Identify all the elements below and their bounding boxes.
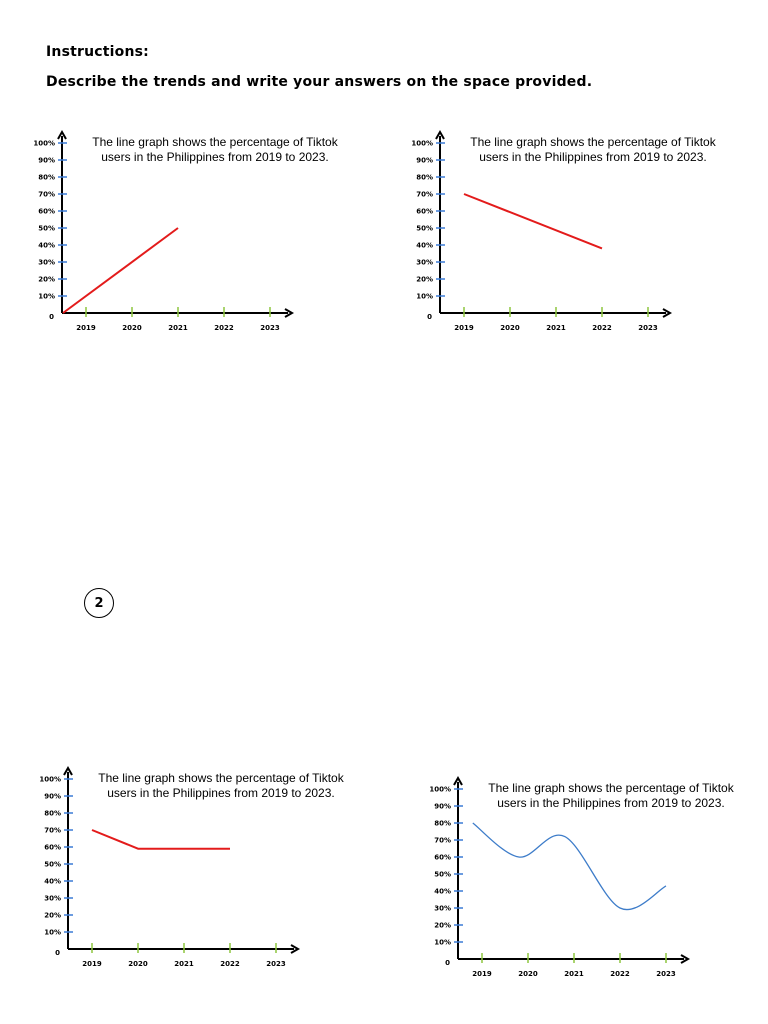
line-graph-3: 0 10% 20% 30% 40% 50% 60% 70% 80% 90% 100% 2019 2020… bbox=[36, 756, 376, 981]
y-tick-label: 90% bbox=[416, 157, 433, 165]
y-tick-label: 20% bbox=[434, 922, 451, 930]
y-tick-label: 40% bbox=[434, 888, 451, 896]
y-tick-label: 0 bbox=[445, 959, 450, 967]
y-axis-arrow bbox=[453, 775, 463, 786]
y-tick-label: 10% bbox=[38, 293, 55, 301]
x-axis-arrow bbox=[284, 308, 295, 318]
chart-caption-line: The line graph shows the percentage of T… bbox=[488, 781, 734, 795]
x-tick-label: 2021 bbox=[174, 960, 194, 968]
y-tick-label: 90% bbox=[38, 157, 55, 165]
y-tick-label: 30% bbox=[44, 895, 61, 903]
x-tick-label: 2021 bbox=[564, 970, 584, 978]
y-tick-label: 100% bbox=[33, 140, 55, 148]
x-tick-label: 2019 bbox=[454, 324, 474, 332]
x-tick-label: 2023 bbox=[656, 970, 676, 978]
chart-svg: 0 10% 20% 30% 40% 50% 60% 70% 80% 90% 100% 2019 2020… bbox=[411, 129, 717, 332]
y-tick-label: 30% bbox=[416, 259, 433, 267]
x-axis-arrow bbox=[290, 944, 301, 954]
y-tick-label: 90% bbox=[44, 793, 61, 801]
y-tick-label: 10% bbox=[44, 929, 61, 937]
instructions-heading: Instructions: bbox=[46, 44, 149, 60]
y-tick-label: 10% bbox=[416, 293, 433, 301]
x-tick-label: 2023 bbox=[260, 324, 280, 332]
chart-svg: 0 10% 20% 30% 40% 50% 60% 70% 80% 90% 100% 2019 2020… bbox=[429, 775, 735, 978]
y-tick-label: 50% bbox=[38, 225, 55, 233]
x-tick-label: 2021 bbox=[168, 324, 188, 332]
y-tick-label: 70% bbox=[38, 191, 55, 199]
x-tick-label: 2022 bbox=[214, 324, 234, 332]
x-tick-label: 2023 bbox=[266, 960, 286, 968]
y-axis-arrow bbox=[57, 129, 67, 140]
y-tick-label: 40% bbox=[38, 242, 55, 250]
x-axis-arrow bbox=[662, 308, 673, 318]
line-graph-1: 0 10% 20% 30% 40% 50% 60% 70% 80% 90% 100% 2019 2020… bbox=[30, 120, 370, 345]
x-tick-label: 2020 bbox=[518, 970, 538, 978]
chart-caption-line: The line graph shows the percentage of T… bbox=[98, 771, 344, 785]
y-tick-label: 70% bbox=[434, 837, 451, 845]
y-tick-label: 80% bbox=[44, 810, 61, 818]
y-tick-label: 80% bbox=[38, 174, 55, 182]
y-axis-arrow bbox=[63, 765, 73, 776]
x-tick-label: 2022 bbox=[610, 970, 630, 978]
y-tick-label: 20% bbox=[44, 912, 61, 920]
y-tick-label: 10% bbox=[434, 939, 451, 947]
x-tick-label: 2019 bbox=[76, 324, 96, 332]
x-tick-label: 2020 bbox=[122, 324, 142, 332]
y-tick-label: 50% bbox=[44, 861, 61, 869]
y-tick-label: 60% bbox=[44, 844, 61, 852]
y-tick-label: 100% bbox=[411, 140, 433, 148]
y-tick-label: 80% bbox=[434, 820, 451, 828]
y-tick-label: 90% bbox=[434, 803, 451, 811]
y-tick-label: 50% bbox=[416, 225, 433, 233]
x-tick-label: 2021 bbox=[546, 324, 566, 332]
x-tick-label: 2022 bbox=[592, 324, 612, 332]
x-tick-label: 2019 bbox=[82, 960, 102, 968]
series-line bbox=[62, 227, 179, 314]
y-tick-label: 40% bbox=[416, 242, 433, 250]
y-tick-label: 0 bbox=[55, 949, 60, 957]
y-tick-label: 100% bbox=[39, 776, 61, 784]
y-tick-label: 100% bbox=[429, 786, 451, 794]
y-tick-label: 60% bbox=[38, 208, 55, 216]
y-tick-label: 30% bbox=[434, 905, 451, 913]
series-line bbox=[472, 822, 667, 911]
chart-caption-line: users in the Philippines from 2019 to 20… bbox=[497, 796, 724, 810]
chart-caption-line: The line graph shows the percentage of T… bbox=[470, 135, 716, 149]
line-graph-2: 0 10% 20% 30% 40% 50% 60% 70% 80% 90% 100% 2019 2020… bbox=[408, 120, 748, 345]
y-axis-arrow bbox=[435, 129, 445, 140]
x-tick-label: 2022 bbox=[220, 960, 240, 968]
x-tick-label: 2019 bbox=[472, 970, 492, 978]
y-tick-label: 0 bbox=[49, 313, 54, 321]
chart-caption-line: users in the Philippines from 2019 to 20… bbox=[107, 786, 334, 800]
y-tick-label: 20% bbox=[416, 276, 433, 284]
y-tick-label: 60% bbox=[416, 208, 433, 216]
x-tick-label: 2020 bbox=[128, 960, 148, 968]
chart-svg: 0 10% 20% 30% 40% 50% 60% 70% 80% 90% 100% 2019 2020… bbox=[33, 129, 339, 332]
y-tick-label: 70% bbox=[44, 827, 61, 835]
series-line bbox=[91, 829, 230, 850]
chart-caption-line: users in the Philippines from 2019 to 20… bbox=[101, 150, 328, 164]
x-axis-arrow bbox=[680, 954, 691, 964]
page-number-badge: 2 bbox=[84, 588, 114, 618]
x-tick-label: 2023 bbox=[638, 324, 658, 332]
chart-caption-line: The line graph shows the percentage of T… bbox=[92, 135, 338, 149]
series-line bbox=[463, 193, 603, 250]
y-tick-label: 20% bbox=[38, 276, 55, 284]
chart-caption-line: users in the Philippines from 2019 to 20… bbox=[479, 150, 706, 164]
y-tick-label: 60% bbox=[434, 854, 451, 862]
y-tick-label: 0 bbox=[427, 313, 432, 321]
instructions-text: Describe the trends and write your answe… bbox=[46, 74, 593, 90]
y-tick-label: 70% bbox=[416, 191, 433, 199]
y-tick-label: 40% bbox=[44, 878, 61, 886]
y-tick-label: 50% bbox=[434, 871, 451, 879]
y-tick-label: 80% bbox=[416, 174, 433, 182]
chart-svg: 0 10% 20% 30% 40% 50% 60% 70% 80% 90% 100% 2019 2020… bbox=[39, 765, 345, 968]
line-graph-4: 0 10% 20% 30% 40% 50% 60% 70% 80% 90% 100% 2019 2020… bbox=[426, 766, 766, 991]
y-tick-label: 30% bbox=[38, 259, 55, 267]
x-tick-label: 2020 bbox=[500, 324, 520, 332]
